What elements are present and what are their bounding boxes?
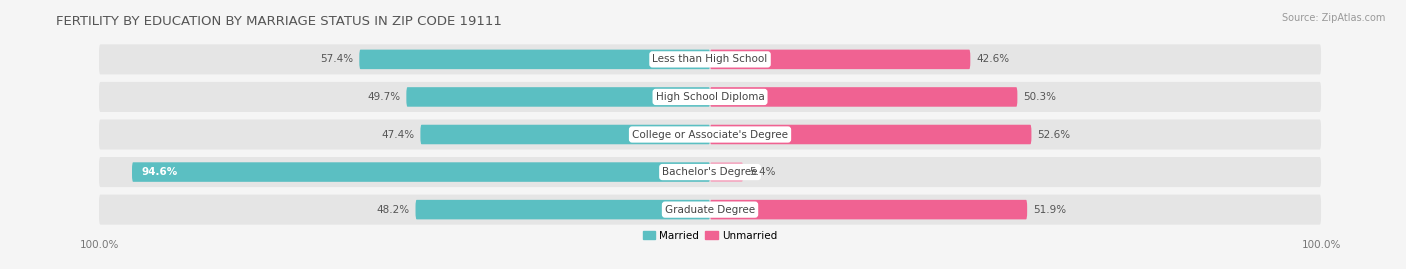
Text: 48.2%: 48.2% <box>377 205 409 215</box>
FancyBboxPatch shape <box>132 162 710 182</box>
FancyBboxPatch shape <box>420 125 710 144</box>
FancyBboxPatch shape <box>98 82 1322 112</box>
Text: Graduate Degree: Graduate Degree <box>665 205 755 215</box>
Text: 47.4%: 47.4% <box>381 129 415 140</box>
Text: FERTILITY BY EDUCATION BY MARRIAGE STATUS IN ZIP CODE 19111: FERTILITY BY EDUCATION BY MARRIAGE STATU… <box>56 15 502 28</box>
FancyBboxPatch shape <box>98 119 1322 150</box>
FancyBboxPatch shape <box>98 44 1322 75</box>
Text: 52.6%: 52.6% <box>1038 129 1070 140</box>
Text: 50.3%: 50.3% <box>1024 92 1056 102</box>
FancyBboxPatch shape <box>406 87 710 107</box>
FancyBboxPatch shape <box>98 194 1322 225</box>
Legend: Married, Unmarried: Married, Unmarried <box>638 226 782 245</box>
FancyBboxPatch shape <box>710 125 1032 144</box>
Text: 42.6%: 42.6% <box>976 54 1010 64</box>
FancyBboxPatch shape <box>360 49 710 69</box>
Text: Bachelor's Degree: Bachelor's Degree <box>662 167 758 177</box>
Text: 94.6%: 94.6% <box>141 167 177 177</box>
Text: Less than High School: Less than High School <box>652 54 768 64</box>
Text: 49.7%: 49.7% <box>367 92 401 102</box>
FancyBboxPatch shape <box>710 49 970 69</box>
FancyBboxPatch shape <box>710 162 742 182</box>
Text: Source: ZipAtlas.com: Source: ZipAtlas.com <box>1281 13 1385 23</box>
FancyBboxPatch shape <box>710 87 1018 107</box>
Text: High School Diploma: High School Diploma <box>655 92 765 102</box>
Text: College or Associate's Degree: College or Associate's Degree <box>633 129 787 140</box>
FancyBboxPatch shape <box>416 200 710 220</box>
Text: 5.4%: 5.4% <box>749 167 776 177</box>
FancyBboxPatch shape <box>98 157 1322 187</box>
Text: 51.9%: 51.9% <box>1033 205 1066 215</box>
FancyBboxPatch shape <box>710 200 1028 220</box>
Text: 57.4%: 57.4% <box>321 54 353 64</box>
